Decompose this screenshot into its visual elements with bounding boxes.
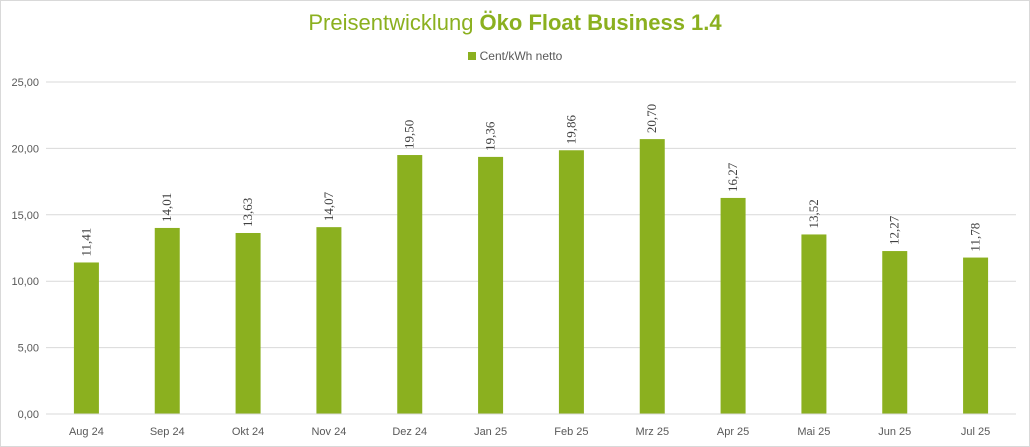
bar: [316, 227, 342, 414]
bar: [397, 155, 423, 415]
chart-title-bold: Öko Float Business 1.4: [479, 10, 722, 35]
data-label: 12,27: [887, 215, 902, 245]
data-label: 11,41: [78, 228, 93, 257]
bar: [963, 257, 989, 414]
x-tick-label: Feb 25: [554, 426, 588, 438]
bar: [558, 150, 584, 414]
bar: [235, 232, 261, 414]
bar: [478, 156, 504, 414]
legend-swatch: [467, 52, 476, 60]
bar: [73, 262, 99, 414]
y-tick-label: 0,00: [18, 409, 39, 421]
chart-title-regular: Preisentwicklung: [308, 10, 480, 35]
legend-label: Cent/kWh netto: [479, 49, 563, 63]
x-tick-label: Jan 25: [474, 426, 507, 438]
data-label: 20,70: [644, 104, 659, 133]
x-tick-label: Sep 24: [150, 426, 185, 438]
data-label: 19,86: [563, 115, 578, 145]
x-tick-label: Aug 24: [69, 426, 104, 438]
data-label: 14,07: [321, 191, 336, 221]
data-label: 14,01: [159, 193, 174, 222]
y-tick-label: 20,00: [11, 143, 39, 155]
x-tick-label: Dez 24: [392, 426, 427, 438]
bar: [882, 251, 908, 414]
x-tick-label: Jun 25: [878, 426, 911, 438]
x-tick-label: Mrz 25: [635, 426, 669, 438]
x-tick-label: Apr 25: [717, 426, 749, 438]
data-label: 16,27: [725, 162, 740, 192]
x-tick-label: Nov 24: [311, 426, 346, 438]
data-label: 19,36: [483, 121, 498, 151]
bar: [801, 234, 827, 414]
y-tick-label: 5,00: [18, 343, 39, 355]
y-tick-label: 10,00: [11, 276, 39, 288]
data-label: 19,50: [402, 120, 417, 149]
y-tick-label: 15,00: [11, 210, 39, 222]
y-tick-label: 25,00: [11, 77, 39, 89]
x-tick-label: Mai 25: [797, 426, 830, 438]
bar: [154, 227, 180, 414]
chart-title: Preisentwicklung Öko Float Business 1.4: [0, 10, 1030, 36]
chart-legend: Cent/kWh netto: [0, 49, 1030, 63]
data-label: 13,52: [806, 199, 821, 228]
data-label: 13,63: [240, 198, 255, 227]
x-tick-label: Okt 24: [232, 426, 264, 438]
x-tick-label: Jul 25: [961, 426, 990, 438]
data-label: 11,78: [968, 223, 983, 252]
bar: [639, 139, 665, 414]
bar: [720, 197, 746, 414]
